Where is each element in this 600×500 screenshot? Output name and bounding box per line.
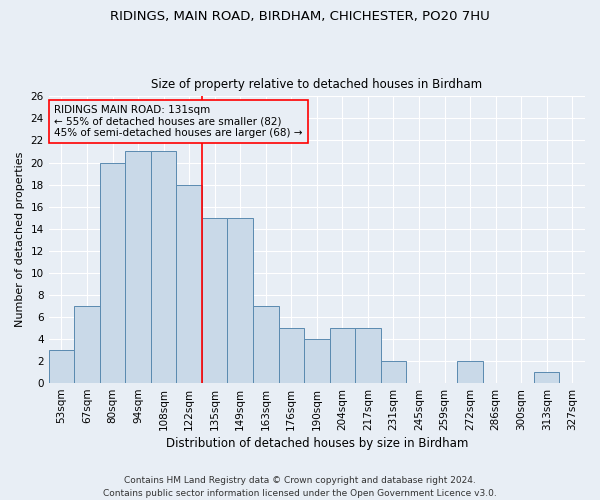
Bar — [151, 152, 176, 383]
Y-axis label: Number of detached properties: Number of detached properties — [15, 152, 25, 328]
Bar — [74, 306, 100, 383]
Bar — [125, 152, 151, 383]
Bar — [355, 328, 380, 383]
Text: RIDINGS MAIN ROAD: 131sqm
← 55% of detached houses are smaller (82)
45% of semi-: RIDINGS MAIN ROAD: 131sqm ← 55% of detac… — [54, 105, 302, 138]
Bar — [278, 328, 304, 383]
Title: Size of property relative to detached houses in Birdham: Size of property relative to detached ho… — [151, 78, 482, 91]
X-axis label: Distribution of detached houses by size in Birdham: Distribution of detached houses by size … — [166, 437, 468, 450]
Bar — [457, 361, 483, 383]
Bar — [380, 361, 406, 383]
Bar — [227, 218, 253, 383]
Bar — [100, 162, 125, 383]
Bar — [253, 306, 278, 383]
Text: RIDINGS, MAIN ROAD, BIRDHAM, CHICHESTER, PO20 7HU: RIDINGS, MAIN ROAD, BIRDHAM, CHICHESTER,… — [110, 10, 490, 23]
Bar — [49, 350, 74, 383]
Bar — [304, 339, 329, 383]
Bar — [534, 372, 559, 383]
Text: Contains HM Land Registry data © Crown copyright and database right 2024.
Contai: Contains HM Land Registry data © Crown c… — [103, 476, 497, 498]
Bar — [176, 184, 202, 383]
Bar — [329, 328, 355, 383]
Bar — [202, 218, 227, 383]
